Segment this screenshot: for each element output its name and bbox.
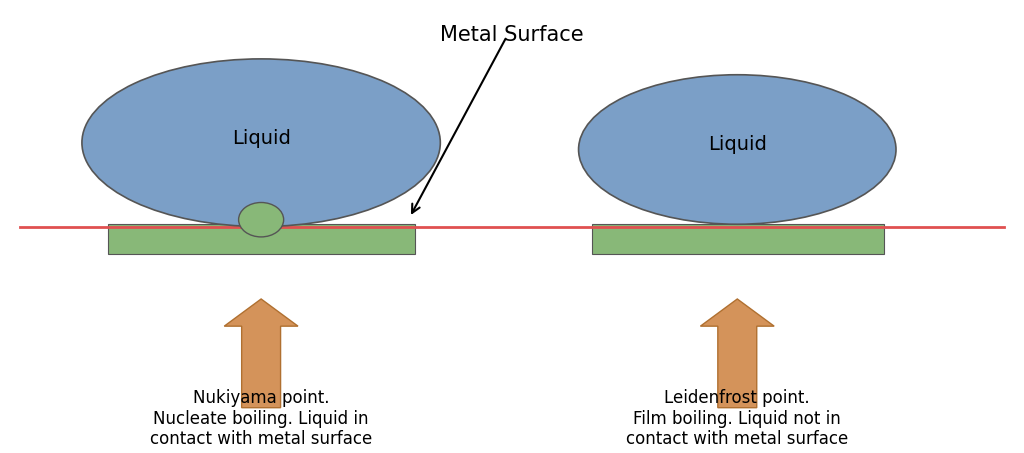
Ellipse shape [579,75,896,224]
Bar [108,224,415,254]
FancyArrow shape [224,299,298,408]
Text: Liquid: Liquid [231,129,291,148]
Bar [592,224,884,254]
Text: Nukiyama point.
Nucleate boiling. Liquid in
contact with metal surface: Nukiyama point. Nucleate boiling. Liquid… [150,389,373,448]
Ellipse shape [82,59,440,226]
Text: Leidenfrost point.
Film boiling. Liquid not in
contact with metal surface: Leidenfrost point. Film boiling. Liquid … [626,389,849,448]
FancyArrow shape [700,299,774,408]
Text: Liquid: Liquid [708,135,767,154]
Text: Metal Surface: Metal Surface [440,25,584,45]
Ellipse shape [239,202,284,237]
